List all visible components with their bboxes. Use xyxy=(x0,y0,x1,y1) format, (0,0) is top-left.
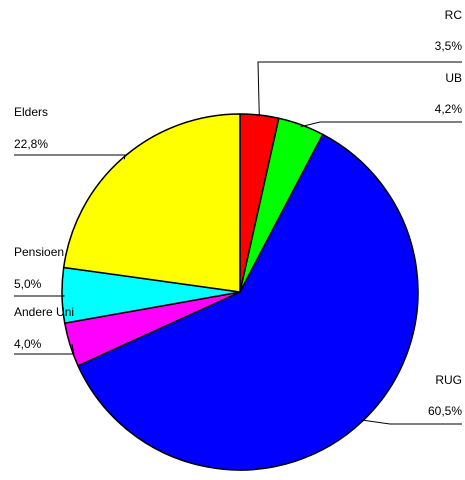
leader-line xyxy=(14,295,65,297)
value-label: 22,8% xyxy=(14,137,48,151)
slice-label: RC xyxy=(445,8,463,22)
slice-label: Pensioen xyxy=(14,245,64,259)
pie-slice xyxy=(77,133,419,471)
slice-label: Andere Uni xyxy=(14,305,74,319)
pie-slice xyxy=(62,113,241,293)
leader-line xyxy=(360,419,462,425)
leader-line xyxy=(257,61,462,118)
value-label: 3,5% xyxy=(435,39,463,53)
leader-line xyxy=(14,154,126,160)
leader-line xyxy=(14,344,75,355)
slice-label: Elders xyxy=(14,105,48,119)
value-label: 60,5% xyxy=(428,404,462,418)
slice-label: UB xyxy=(445,71,462,85)
value-label: 4,0% xyxy=(14,337,42,351)
value-label: 4,2% xyxy=(435,102,463,116)
leader-line xyxy=(300,121,462,128)
value-label: 5,0% xyxy=(14,277,42,291)
slice-label: RUG xyxy=(435,373,462,387)
